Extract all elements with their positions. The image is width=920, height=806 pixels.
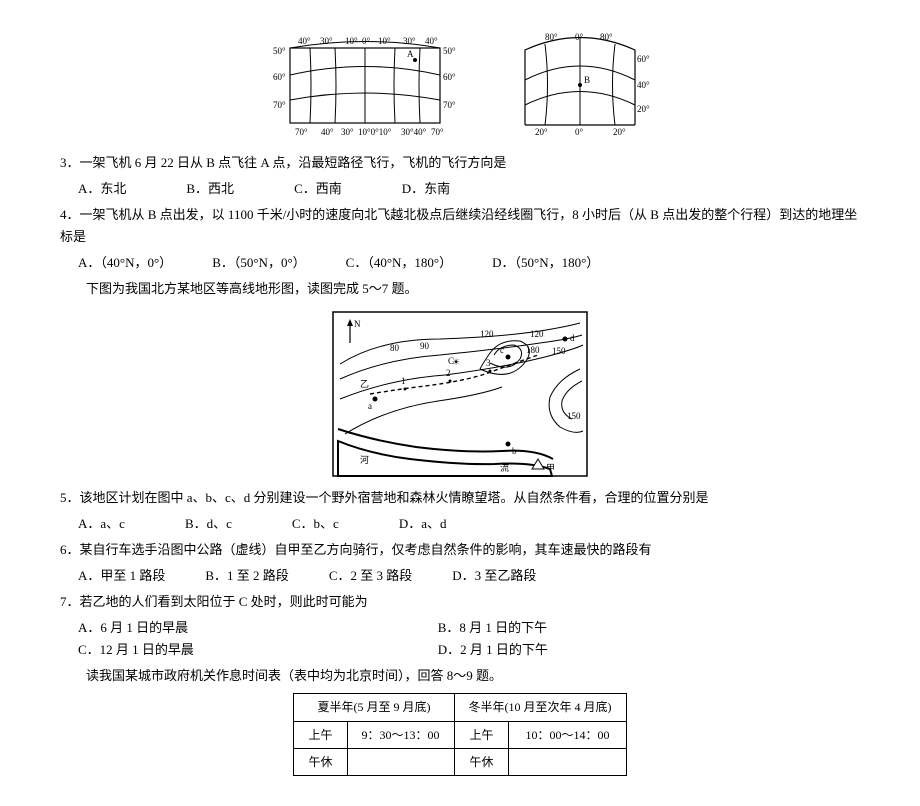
map-left: 40° 30° 10° 0° 10° 30° 40° 50° 60° 70° 5… <box>265 30 465 140</box>
opt-a: A．甲至 1 路段 <box>78 565 165 587</box>
passage-1: 下图为我国北方某地区等高线地形图，读图完成 5～7 题。 <box>86 278 860 300</box>
lbl: 10° <box>378 36 391 46</box>
lbl: 70° <box>295 127 308 137</box>
maps-row: 40° 30° 10° 0° 10° 30° 40° 50° 60° 70° 5… <box>60 30 860 140</box>
lbl: 0° <box>362 36 371 46</box>
opt-d: D．3 至乙路段 <box>452 565 536 587</box>
svg-text:b: b <box>512 446 517 456</box>
point-a: A <box>407 49 414 59</box>
th-winter: 冬半年(10 月至次年 4 月底) <box>454 694 626 721</box>
he-label: 河 <box>360 454 369 465</box>
cell: 午休 <box>454 749 509 776</box>
opt-b: B．1 至 2 路段 <box>205 565 288 587</box>
th-summer: 夏半年(5 月至 9 月底) <box>294 694 454 721</box>
svg-text:90: 90 <box>420 341 430 351</box>
lbl: 20° <box>535 127 548 137</box>
lbl: 20° <box>637 104 650 114</box>
opt-b: B．d、c <box>185 513 232 535</box>
question-6: 6．某自行车选手沿图中公路（虚线）自甲至乙方向骑行，仅考虑自然条件的影响，其车速… <box>60 539 860 561</box>
lbl: 10° <box>345 36 358 46</box>
lbl: 30° <box>320 36 333 46</box>
question-3: 3．一架飞机 6 月 22 日从 B 点飞往 A 点，沿最短路径飞行，飞机的飞行… <box>60 152 860 174</box>
lbl: 30°40° <box>401 127 427 137</box>
svg-text:2: 2 <box>446 368 451 378</box>
cell: 9：30～13：00 <box>347 721 454 748</box>
svg-text:a: a <box>368 401 372 411</box>
lbl: 40° <box>425 36 438 46</box>
cell <box>509 749 626 776</box>
schedule-table: 夏半年(5 月至 9 月底) 冬半年(10 月至次年 4 月底) 上午 9：30… <box>60 693 860 776</box>
question-6-options: A．甲至 1 路段 B．1 至 2 路段 C．2 至 3 路段 D．3 至乙路段 <box>78 565 860 587</box>
lbl: 60° <box>273 72 286 82</box>
lbl: 0° <box>575 127 584 137</box>
question-3-options: A．东北 B．西北 C．西南 D．东南 <box>78 178 860 200</box>
svg-text:3: 3 <box>486 358 491 368</box>
yi-label: 乙 <box>360 379 369 389</box>
opt-a: A．6 月 1 日的早晨 <box>78 617 438 639</box>
question-4-options: A．（40°N，0°） B．（50°N，0°） C．（40°N，180°） D．… <box>78 252 860 274</box>
lbl: 30° <box>403 36 416 46</box>
lbl: 60° <box>443 72 456 82</box>
svg-text:1: 1 <box>401 376 406 386</box>
opt-a: A．a、c <box>78 513 125 535</box>
svg-text:180: 180 <box>526 345 540 355</box>
liu-label: 流 <box>500 462 509 473</box>
cell <box>347 749 454 776</box>
lbl: 70° <box>443 100 456 110</box>
svg-text:150: 150 <box>552 346 566 356</box>
point-b: B <box>584 75 590 85</box>
lbl: 10°0°10° <box>358 127 392 137</box>
svg-text:c: c <box>500 345 504 355</box>
question-5-options: A．a、c B．d、c C．b、c D．a、d <box>78 513 860 535</box>
passage-2: 读我国某城市政府机关作息时间表（表中均为北京时间），回答 8～9 题。 <box>86 665 860 687</box>
lbl: 70° <box>273 100 286 110</box>
lbl: 30° <box>341 127 354 137</box>
lbl: 80° <box>600 32 613 42</box>
opt-d: D．（50°N，180°） <box>492 252 599 274</box>
question-7: 7．若乙地的人们看到太阳位于 C 处时，则此时可能为 <box>60 591 860 613</box>
question-7-options: A．6 月 1 日的早晨 B．8 月 1 日的下午 C．12 月 1 日的早晨 … <box>78 617 860 661</box>
cell: 午休 <box>294 749 347 776</box>
jia-label: 甲 <box>546 463 555 473</box>
opt-a: A．（40°N，0°） <box>78 252 172 274</box>
cell: 10：00～14：00 <box>509 721 626 748</box>
opt-b: B．西北 <box>186 178 234 200</box>
opt-c: C．（40°N，180°） <box>346 252 452 274</box>
opt-d: D．2 月 1 日的下午 <box>438 639 798 661</box>
lbl: 80° <box>545 32 558 42</box>
opt-b: B．8 月 1 日的下午 <box>438 617 798 639</box>
opt-c: C．12 月 1 日的早晨 <box>78 639 438 661</box>
lbl: 0° <box>575 32 584 42</box>
question-4: 4．一架飞机从 B 点出发，以 1100 千米/小时的速度向北飞越北极点后继续沿… <box>60 204 860 248</box>
svg-text:120: 120 <box>530 329 544 339</box>
svg-text:150: 150 <box>567 411 581 421</box>
lbl: 20° <box>613 127 626 137</box>
contour-figure: N a b c d 1 2 3 80 90 120 120 150 180 15… <box>60 309 860 479</box>
opt-c: C．西南 <box>294 178 342 200</box>
opt-d: D．东南 <box>402 178 450 200</box>
opt-d: D．a、d <box>399 513 447 535</box>
svg-text:80: 80 <box>390 343 400 353</box>
svg-text:☀: ☀ <box>452 357 460 367</box>
cell: 上午 <box>294 721 347 748</box>
lbl: 40° <box>321 127 334 137</box>
lbl: 70° <box>431 127 444 137</box>
cell: 上午 <box>454 721 509 748</box>
question-5: 5．该地区计划在图中 a、b、c、d 分别建设一个野外宿营地和森林火情瞭望塔。从… <box>60 487 860 509</box>
lbl: 40° <box>637 80 650 90</box>
map-right: 80° 0° 80° 60° 40° 20° 20° 0° 20° B <box>505 30 655 140</box>
lbl: 50° <box>443 46 456 56</box>
opt-c: C．b、c <box>292 513 339 535</box>
svg-text:120: 120 <box>480 329 494 339</box>
lbl: 50° <box>273 46 286 56</box>
opt-a: A．东北 <box>78 178 126 200</box>
opt-c: C．2 至 3 路段 <box>329 565 412 587</box>
svg-text:d: d <box>570 333 575 343</box>
lbl: 40° <box>298 36 311 46</box>
n-arrow: N <box>354 319 361 329</box>
lbl: 60° <box>637 54 650 64</box>
opt-b: B．（50°N，0°） <box>212 252 305 274</box>
